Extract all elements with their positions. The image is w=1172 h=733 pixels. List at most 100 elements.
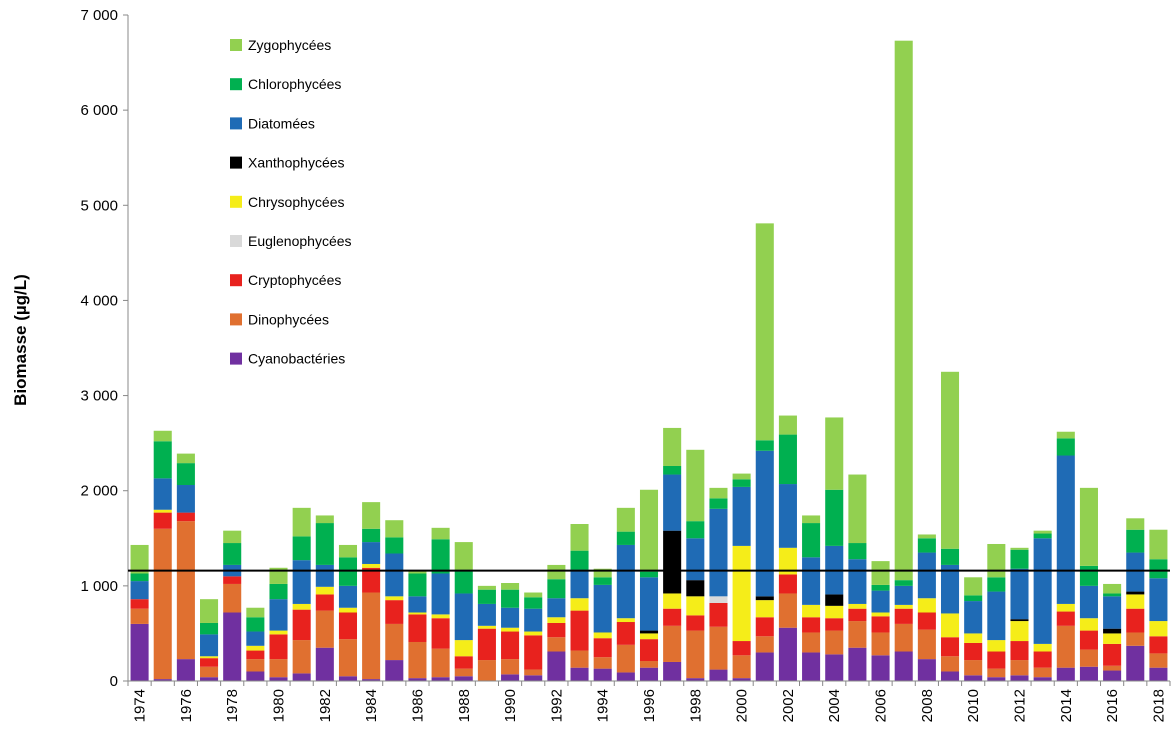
- bar-segment: [200, 677, 219, 681]
- y-tick-label: 2 000: [80, 483, 118, 500]
- bar-segment: [200, 622, 219, 635]
- bar-segment: [802, 557, 821, 605]
- bar-segment: [616, 507, 635, 532]
- bar-segment: [130, 623, 149, 681]
- legend-label: Zygophycées: [248, 37, 331, 53]
- bar-segment: [778, 434, 797, 485]
- bar-segment: [732, 545, 751, 642]
- bar-segment: [176, 521, 195, 660]
- bar-segment: [292, 673, 311, 681]
- bar-segment: [1079, 585, 1098, 619]
- bar-segment: [223, 530, 242, 544]
- bar-segment: [385, 520, 404, 538]
- bar-segment: [1033, 651, 1052, 668]
- y-tick-label: 1 000: [80, 578, 118, 595]
- bar-segment: [570, 550, 589, 570]
- bar-segment: [454, 676, 473, 681]
- bar-segment: [663, 625, 682, 662]
- bar-segment: [524, 592, 543, 598]
- bar-segment: [755, 450, 774, 597]
- bar-segment: [362, 592, 381, 680]
- bar-segment: [547, 622, 566, 638]
- bar-segment: [176, 485, 195, 513]
- bar-segment: [246, 650, 265, 660]
- x-tick-label: 2004: [826, 689, 843, 722]
- bar-segment: [987, 651, 1006, 669]
- bar-segment: [130, 573, 149, 582]
- bar-segment: [663, 530, 682, 594]
- bar-segment: [408, 641, 427, 679]
- bar-segment: [477, 660, 496, 681]
- bar-segment: [269, 677, 288, 681]
- bar-segment: [871, 655, 890, 681]
- bar-segment: [639, 667, 659, 681]
- bar-segment: [1056, 611, 1075, 626]
- bar-segment: [454, 542, 473, 570]
- bar-segment: [593, 568, 612, 578]
- bar-segment: [570, 598, 589, 611]
- bar-segment: [1103, 633, 1122, 644]
- bar-segment: [593, 668, 612, 681]
- bar-segment: [431, 648, 450, 678]
- bar-segment: [338, 544, 358, 558]
- bar-segment: [778, 593, 797, 628]
- bar-segment: [593, 632, 612, 639]
- bar-segment: [454, 640, 473, 657]
- bar-segment: [269, 634, 288, 660]
- bar-segment: [894, 40, 913, 581]
- bar-segment: [362, 542, 381, 564]
- bar-segment: [616, 544, 635, 619]
- bar-segment: [917, 612, 936, 630]
- bar-segment: [176, 512, 195, 522]
- bar-segment: [848, 603, 867, 609]
- bar-segment: [1010, 621, 1029, 642]
- bar-segment: [964, 595, 983, 602]
- bar-segment: [940, 637, 960, 657]
- bar-segment: [362, 502, 381, 529]
- bar-segment: [408, 596, 427, 613]
- x-tick-label: 2016: [1104, 689, 1121, 722]
- bar-segment: [1056, 438, 1075, 456]
- bar-segment: [964, 601, 983, 634]
- legend: Zygophycées Chlorophycées Diatomées Xanthop…: [230, 37, 352, 367]
- x-tick-label: 1998: [687, 689, 704, 722]
- bar-segment: [848, 647, 867, 681]
- bar-segment: [964, 660, 983, 676]
- legend-swatch: [230, 352, 242, 365]
- bar-segment: [315, 523, 334, 565]
- bar-segment: [292, 609, 311, 641]
- bar-segment: [547, 651, 566, 681]
- bar-segment: [732, 473, 751, 480]
- x-tick-label: 2010: [965, 689, 982, 722]
- bar-segment: [1010, 660, 1029, 676]
- bar-segment: [871, 584, 890, 591]
- bar-segment: [246, 631, 265, 646]
- bar-segment: [269, 567, 288, 584]
- bar-segment: [732, 486, 751, 546]
- bar-segment: [524, 631, 543, 636]
- bar-segment: [1010, 549, 1029, 569]
- bar-segment: [616, 644, 635, 673]
- bar-segment: [153, 478, 172, 510]
- bar-segment: [1056, 431, 1075, 439]
- bar-segment: [848, 621, 867, 648]
- bar-segment: [709, 669, 728, 681]
- bar-segment: [871, 612, 890, 617]
- bar-segment: [894, 608, 913, 624]
- bar-segment: [639, 633, 659, 640]
- bar-segment: [153, 679, 172, 681]
- bar-segment: [338, 639, 358, 677]
- bar-segment: [385, 660, 404, 681]
- bar-segment: [269, 659, 288, 678]
- bar-segment: [778, 627, 797, 681]
- bar-segment: [501, 583, 520, 590]
- bar-segment: [616, 622, 635, 645]
- bar-segment: [1126, 518, 1145, 530]
- bar-segment: [940, 613, 960, 638]
- bar-segment: [153, 441, 172, 479]
- bar-segment: [778, 574, 797, 594]
- bar-segment: [524, 669, 543, 676]
- bar-segment: [477, 628, 496, 661]
- bar-segment: [315, 610, 334, 648]
- bar-segment: [964, 577, 983, 596]
